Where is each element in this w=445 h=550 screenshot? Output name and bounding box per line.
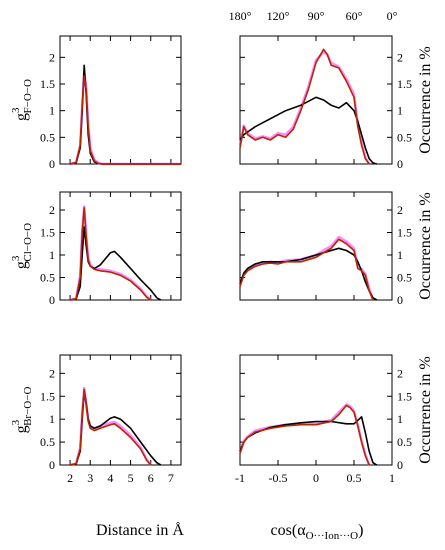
plot-frame — [239, 35, 393, 165]
y-tick-label: 0 — [397, 458, 403, 472]
series-line-pink — [238, 50, 371, 165]
series-line-black — [69, 226, 162, 301]
y-tick-label: 1 — [397, 248, 403, 262]
y-tick-label: 1 — [49, 104, 55, 118]
top-tick-label: 120° — [267, 9, 290, 23]
x-tick-label: -0.5 — [269, 471, 288, 485]
cos-label-sub: O···Ion···O — [306, 530, 359, 542]
y-tick-label: 1.5 — [40, 389, 55, 403]
y-axis-label-g3: g3F−O−O — [10, 79, 34, 121]
x-tick-label: -1 — [235, 471, 245, 485]
y-tick-label: 2 — [397, 366, 403, 380]
plot-frame — [59, 191, 182, 301]
y-tick-label: 1.5 — [397, 226, 412, 240]
series-line-pink — [238, 235, 375, 301]
g-superscript: 3 — [10, 255, 22, 261]
panel-f-angle: 0 0.5 1 1.5 2 Occurrence in % — [238, 35, 434, 171]
series-line-pink — [238, 403, 371, 466]
x-axis-label-cos: cos(αO···Ion···O) — [271, 522, 364, 542]
y-axis-label-occurrence: Occurrence in % — [417, 46, 434, 154]
top-angle-axis: 180° 120° 90° 60° 0° — [229, 9, 398, 23]
series-line-red — [239, 404, 370, 466]
g-superscript: 3 — [10, 419, 22, 425]
y-tick-label: 1.5 — [397, 389, 412, 403]
x-tick-label: 1 — [389, 471, 395, 485]
y-tick-label: 2 — [49, 366, 55, 380]
y-tick-label: 0 — [397, 157, 403, 171]
panel-f-distance: 0 0.5 1 1.5 2 g3F−O−O — [10, 35, 182, 171]
y-axis-label-occurrence: Occurrence in % — [417, 356, 434, 464]
cos-label-main: cos(α — [271, 522, 307, 539]
y-tick-label: 0 — [49, 293, 55, 307]
y-tick-label: 1.5 — [397, 77, 412, 91]
plot-frame — [59, 35, 182, 165]
x-axis-label-distance: Distance in Å — [96, 521, 184, 539]
panel-cl-distance: 0 0.5 1 1.5 2 g3Cl−O−O — [10, 191, 182, 307]
x-tick-label: 3 — [87, 471, 93, 485]
series-line-red — [69, 207, 152, 301]
y-tick-label: 2 — [49, 203, 55, 217]
x-tick-label: 6 — [148, 471, 154, 485]
y-tick-label: 2 — [397, 50, 403, 64]
top-tick-label: 180° — [229, 9, 252, 23]
y-tick-label: 2 — [397, 203, 403, 217]
y-tick-label: 2 — [49, 50, 55, 64]
top-tick-label: 90° — [308, 9, 325, 23]
series-line-black — [239, 96, 378, 165]
y-tick-label: 0 — [49, 157, 55, 171]
x-tick-label: 5 — [128, 471, 134, 485]
plot-frame — [59, 354, 182, 466]
y-tick-label: 0.5 — [397, 130, 412, 144]
y-tick-label: 0 — [397, 293, 403, 307]
panel-br-angle: 0 0.5 1 1.5 2 -1 -0.5 0 0.5 1 Occurrence in % — [235, 354, 434, 485]
y-axis-label-occurrence: Occurrence in % — [417, 192, 434, 300]
series-line-red — [239, 238, 374, 301]
y-tick-label: 1.5 — [40, 226, 55, 240]
y-tick-label: 0.5 — [40, 130, 55, 144]
top-tick-label: 60° — [346, 9, 363, 23]
g-subscript: Cl−O−O — [22, 223, 34, 262]
y-tick-label: 1 — [49, 412, 55, 426]
y-tick-label: 1 — [397, 104, 403, 118]
g-subscript: Br−O−O — [22, 387, 34, 426]
series-line-red — [239, 48, 370, 165]
g-letter: g — [13, 425, 30, 433]
x-tick-label: 2 — [67, 471, 73, 485]
g-subscript: F−O−O — [22, 79, 34, 113]
series-line-red — [69, 388, 152, 466]
y-axis-label-g3: g3Br−O−O — [10, 387, 34, 434]
series-line-black — [69, 64, 181, 165]
g-letter: g — [13, 261, 30, 269]
y-tick-label: 1.5 — [40, 77, 55, 91]
g-superscript: 3 — [10, 107, 22, 113]
y-tick-label: 0.5 — [397, 435, 412, 449]
y-axis-label-g3: g3Cl−O−O — [10, 223, 34, 269]
y-tick-label: 1 — [49, 248, 55, 262]
y-tick-label: 0.5 — [40, 435, 55, 449]
x-tick-label: 7 — [168, 471, 174, 485]
g-letter: g — [13, 113, 30, 121]
series-line-red — [69, 75, 181, 165]
y-tick-label: 1 — [397, 412, 403, 426]
x-tick-label: 0.5 — [347, 471, 362, 485]
y-tick-label: 0.5 — [40, 271, 55, 285]
x-tick-label: 4 — [107, 471, 113, 485]
y-tick-label: 0 — [49, 458, 55, 472]
panel-cl-angle: 0 0.5 1 1.5 2 Occurrence in % — [238, 191, 434, 307]
cos-label-close: ) — [358, 522, 363, 539]
x-tick-label: 0 — [313, 471, 319, 485]
top-tick-label: 0° — [387, 9, 398, 23]
y-tick-label: 0.5 — [397, 271, 412, 285]
